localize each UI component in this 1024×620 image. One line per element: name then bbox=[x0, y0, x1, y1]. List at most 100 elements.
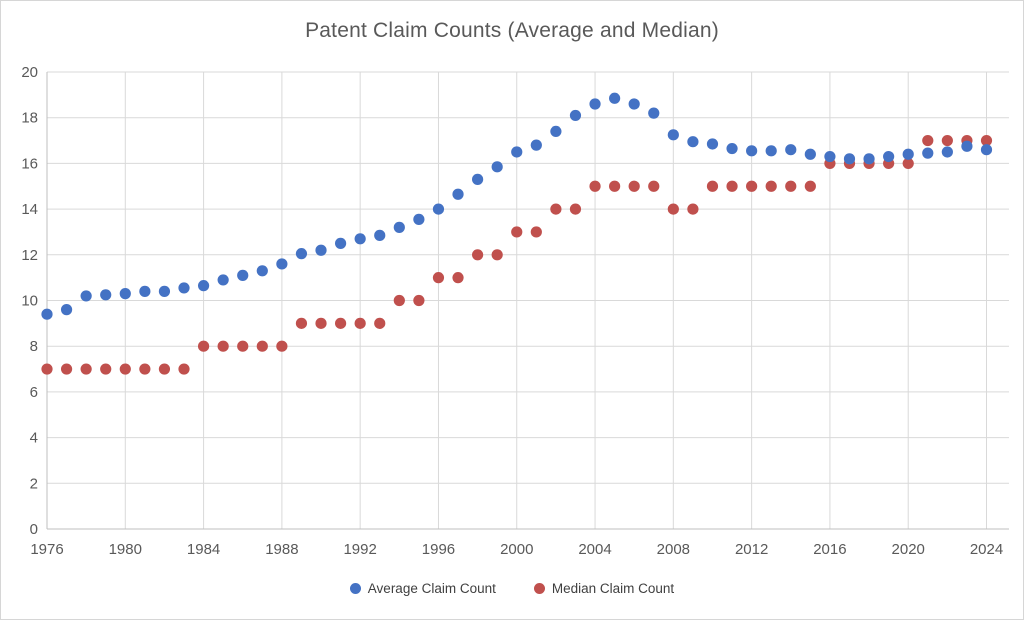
data-point-average-1983 bbox=[178, 282, 190, 294]
data-point-average-1976 bbox=[41, 308, 53, 320]
data-point-average-2010 bbox=[706, 138, 719, 150]
data-point-median-1989 bbox=[295, 317, 308, 329]
data-point-average-1998 bbox=[472, 173, 484, 185]
data-point-median-2004 bbox=[589, 180, 601, 192]
data-point-average-1987 bbox=[256, 265, 268, 277]
data-point-average-1991 bbox=[334, 237, 347, 249]
y-axis-tick-label: 20 bbox=[21, 64, 38, 81]
data-point-average-2004 bbox=[589, 98, 601, 110]
data-point-median-1987 bbox=[256, 340, 268, 352]
data-point-average-2003 bbox=[569, 109, 582, 122]
data-point-median-2005 bbox=[609, 180, 621, 192]
data-point-average-1989 bbox=[295, 248, 308, 260]
data-point-average-2001 bbox=[530, 139, 542, 151]
data-point-median-2007 bbox=[648, 180, 660, 192]
data-point-median-1997 bbox=[452, 272, 464, 284]
data-point-average-1982 bbox=[158, 285, 171, 297]
data-point-median-2002 bbox=[550, 203, 562, 215]
data-point-average-1999 bbox=[491, 161, 503, 173]
y-axis-tick-label: 18 bbox=[21, 110, 38, 127]
chart-title: Patent Claim Counts (Average and Median) bbox=[305, 19, 719, 42]
x-axis-tick-label: 1984 bbox=[187, 541, 220, 558]
data-point-average-2000 bbox=[511, 146, 523, 158]
data-point-median-2014 bbox=[785, 180, 797, 192]
data-point-average-2013 bbox=[765, 145, 777, 157]
data-point-median-2000 bbox=[511, 226, 523, 238]
data-point-median-2009 bbox=[687, 203, 699, 215]
data-point-average-2009 bbox=[687, 136, 699, 148]
x-axis-tick-label: 2000 bbox=[500, 541, 533, 558]
data-point-average-1979 bbox=[100, 289, 112, 301]
data-point-median-1996 bbox=[432, 272, 445, 284]
data-point-median-2021 bbox=[922, 134, 934, 147]
data-point-median-2008 bbox=[667, 203, 679, 215]
data-point-average-2012 bbox=[746, 145, 758, 157]
data-point-median-1985 bbox=[217, 340, 229, 352]
data-point-average-1980 bbox=[119, 288, 131, 300]
x-axis-tick-label: 2016 bbox=[813, 541, 846, 558]
x-axis-tick-label: 2020 bbox=[892, 541, 925, 558]
data-point-average-1994 bbox=[393, 221, 405, 233]
data-point-median-1981 bbox=[139, 363, 151, 375]
data-point-median-1978 bbox=[80, 363, 92, 375]
y-axis-tick-label: 16 bbox=[21, 155, 38, 172]
data-point-average-2007 bbox=[648, 107, 660, 119]
legend-marker-icon bbox=[349, 583, 361, 594]
legend-label: Median Claim Count bbox=[551, 581, 675, 596]
data-point-average-2021 bbox=[922, 147, 934, 159]
data-point-average-2014 bbox=[785, 144, 797, 156]
data-point-median-2001 bbox=[530, 226, 542, 238]
data-point-median-2013 bbox=[765, 180, 777, 192]
data-point-average-1988 bbox=[276, 258, 288, 270]
data-point-median-1977 bbox=[60, 363, 73, 375]
x-axis-tick-label: 2008 bbox=[657, 541, 690, 558]
data-point-average-2016 bbox=[824, 150, 836, 163]
data-point-average-1977 bbox=[60, 304, 73, 316]
data-point-median-1993 bbox=[374, 317, 386, 329]
data-point-average-2006 bbox=[628, 98, 640, 110]
y-axis-tick-label: 6 bbox=[30, 384, 38, 401]
data-point-average-2018 bbox=[863, 153, 875, 165]
y-axis-tick-label: 8 bbox=[30, 338, 38, 355]
x-axis-tick-label: 1976 bbox=[30, 541, 63, 558]
x-axis-tick-label: 2012 bbox=[735, 541, 768, 558]
data-point-median-2003 bbox=[569, 203, 582, 215]
x-axis-tick-label: 1992 bbox=[343, 541, 376, 558]
y-axis-tick-label: 2 bbox=[30, 475, 38, 492]
data-point-median-1986 bbox=[237, 340, 249, 352]
data-point-median-1999 bbox=[491, 249, 503, 261]
x-axis-tick-label: 2024 bbox=[970, 541, 1003, 558]
data-point-median-2006 bbox=[628, 180, 640, 192]
data-point-median-1980 bbox=[119, 363, 131, 375]
legend-item-median: Median Claim Count bbox=[533, 581, 675, 596]
data-point-median-2020 bbox=[902, 157, 914, 169]
data-point-average-1986 bbox=[237, 269, 249, 281]
y-axis-tick-label: 12 bbox=[21, 247, 38, 264]
data-point-average-2011 bbox=[726, 142, 738, 155]
legend: Average Claim Count Median Claim Count bbox=[1, 581, 1023, 596]
data-point-average-2024 bbox=[980, 144, 993, 156]
data-point-median-1984 bbox=[197, 340, 210, 352]
y-axis-tick-label: 14 bbox=[21, 201, 38, 218]
data-point-median-1991 bbox=[334, 317, 347, 329]
y-axis-tick-label: 0 bbox=[30, 521, 38, 538]
data-point-median-1979 bbox=[100, 363, 112, 375]
data-point-median-2022 bbox=[941, 134, 953, 147]
data-point-average-1996 bbox=[432, 203, 445, 215]
legend-label: Average Claim Count bbox=[367, 581, 496, 596]
data-point-median-1983 bbox=[178, 363, 190, 375]
data-point-average-1997 bbox=[452, 188, 464, 200]
data-point-median-1982 bbox=[158, 363, 171, 375]
data-point-average-1984 bbox=[197, 280, 210, 292]
data-point-median-1998 bbox=[472, 249, 484, 261]
data-point-average-1978 bbox=[80, 290, 92, 302]
data-point-average-2002 bbox=[550, 125, 562, 138]
data-point-average-1985 bbox=[217, 274, 229, 286]
data-point-average-2019 bbox=[883, 150, 895, 163]
legend-item-average: Average Claim Count bbox=[349, 581, 496, 596]
data-point-average-2005 bbox=[609, 92, 621, 104]
data-point-average-1995 bbox=[413, 213, 425, 225]
data-point-median-2010 bbox=[706, 180, 719, 192]
